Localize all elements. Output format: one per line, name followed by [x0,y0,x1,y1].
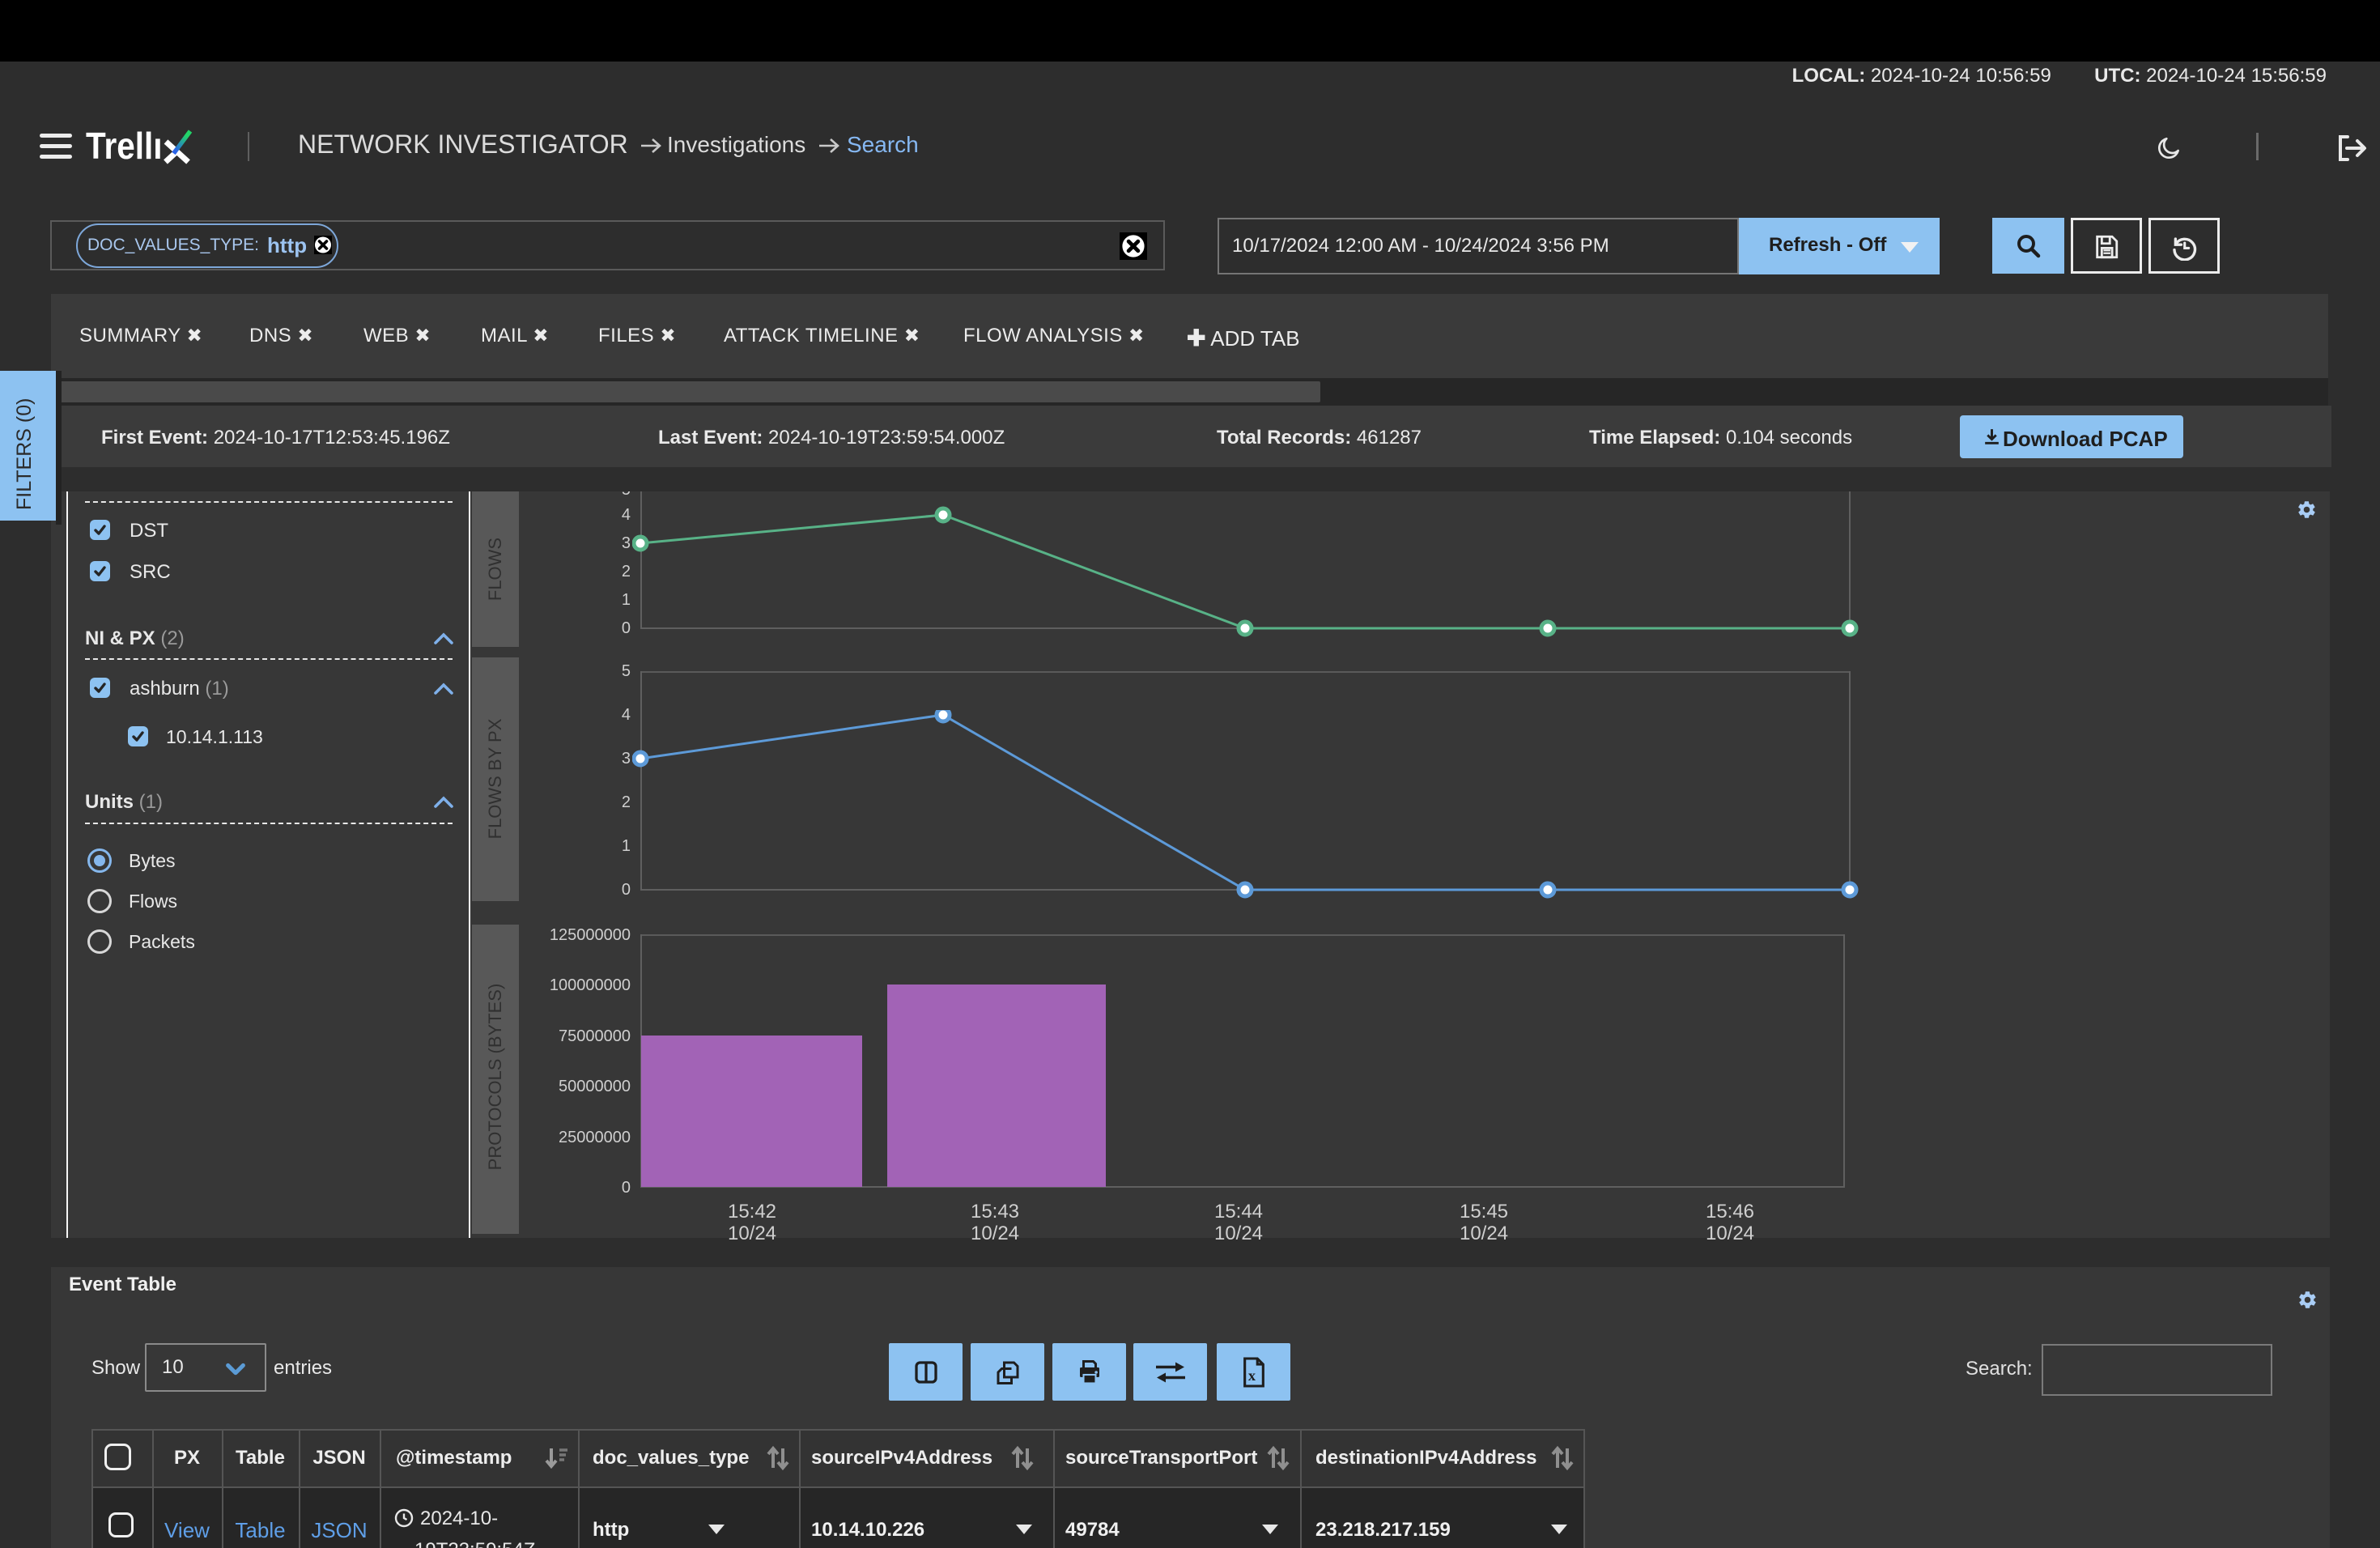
svg-text:x: x [1248,1367,1256,1384]
